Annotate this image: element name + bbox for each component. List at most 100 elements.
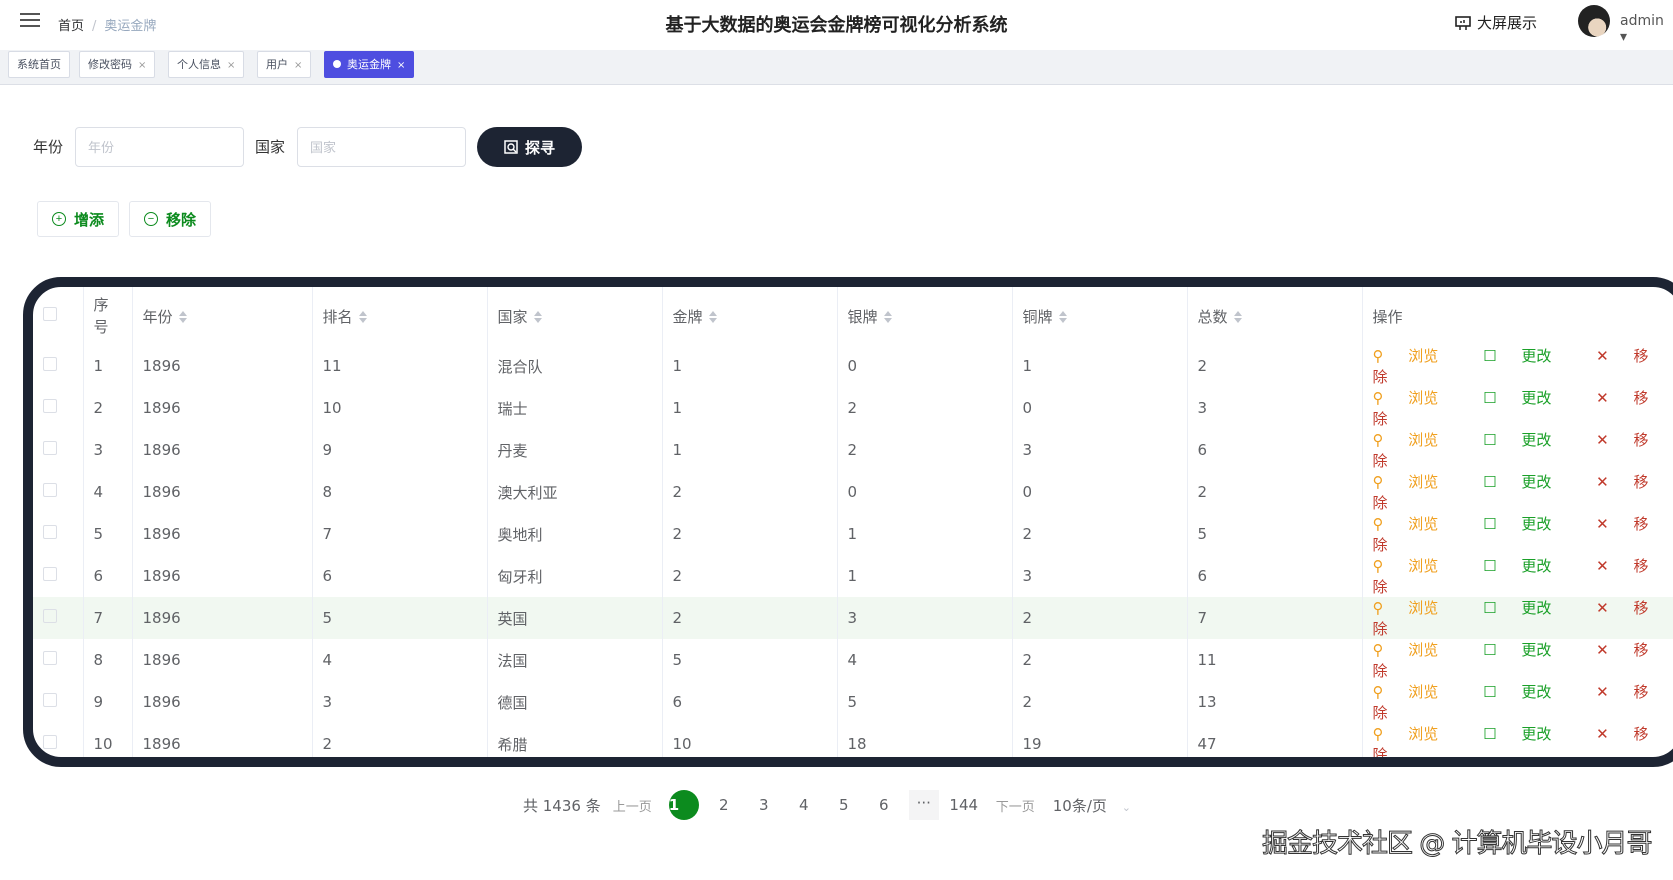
page-size-select[interactable]: 10条/页 ⌄ xyxy=(1053,795,1131,816)
hamburger-menu-icon[interactable] xyxy=(20,13,40,29)
breadcrumb-current: 奥运金牌 xyxy=(104,19,157,34)
view-label: 浏览 xyxy=(1408,473,1439,491)
add-button[interactable]: + 增添 xyxy=(37,201,120,237)
edit-icon: ☐ xyxy=(1483,431,1497,449)
column-header[interactable]: 铜牌 xyxy=(1012,287,1188,345)
row-checkbox[interactable] xyxy=(33,597,84,639)
delete-button[interactable]: ✕ 移除 xyxy=(1373,557,1649,596)
delete-button[interactable]: ✕ 移除 xyxy=(1373,431,1649,470)
sort-icon[interactable] xyxy=(1058,311,1067,323)
delete-button[interactable]: ✕ 移除 xyxy=(1373,725,1649,757)
view-button[interactable]: ⚲ 浏览 xyxy=(1373,599,1459,617)
edit-button[interactable]: ☐ 更改 xyxy=(1483,389,1571,407)
delete-button[interactable]: ✕ 移除 xyxy=(1373,515,1649,554)
column-header[interactable]: 年份 xyxy=(132,287,313,345)
country-input[interactable] xyxy=(297,127,466,167)
view-button[interactable]: ⚲ 浏览 xyxy=(1373,473,1459,491)
row-checkbox[interactable] xyxy=(33,639,84,681)
column-header[interactable]: 国家 xyxy=(487,287,663,345)
page-1[interactable]: 1 xyxy=(668,790,699,820)
edit-button[interactable]: ☐ 更改 xyxy=(1483,557,1571,575)
page-3[interactable]: 3 xyxy=(758,796,769,814)
edit-label: 更改 xyxy=(1521,515,1552,533)
prev-page[interactable]: 上一页 xyxy=(612,799,652,815)
select-all-checkbox[interactable] xyxy=(33,287,84,345)
delete-button[interactable]: ✕ 移除 xyxy=(1373,683,1649,722)
page-6[interactable]: 6 xyxy=(878,796,889,814)
page-2[interactable]: 2 xyxy=(718,796,729,814)
page-last[interactable]: 144 xyxy=(949,796,979,814)
avatar[interactable] xyxy=(1578,5,1610,37)
row-checkbox[interactable] xyxy=(33,471,84,513)
edit-button[interactable]: ☐ 更改 xyxy=(1483,599,1571,617)
sort-icon[interactable] xyxy=(178,311,187,323)
close-icon: ✕ xyxy=(1596,725,1609,743)
delete-button[interactable]: ✕ 移除 xyxy=(1373,389,1649,428)
table-cell: 2 xyxy=(662,513,838,555)
tab-home[interactable]: 系统首页 xyxy=(8,51,70,78)
edit-button[interactable]: ☐ 更改 xyxy=(1483,515,1571,533)
delete-button[interactable]: ✕ 移除 xyxy=(1373,347,1649,386)
delete-button[interactable]: ✕ 移除 xyxy=(1373,641,1649,680)
column-header[interactable]: 排名 xyxy=(312,287,488,345)
table-cell: 11 xyxy=(1187,639,1363,681)
tab-change-password[interactable]: 修改密码 × xyxy=(79,51,156,78)
delete-button[interactable]: ✕ 移除 xyxy=(1373,473,1649,512)
edit-icon: ☐ xyxy=(1483,683,1497,701)
column-header[interactable]: 金牌 xyxy=(662,287,838,345)
presentation-icon xyxy=(1455,15,1471,30)
sort-icon[interactable] xyxy=(358,311,367,323)
edit-button[interactable]: ☐ 更改 xyxy=(1483,725,1571,743)
view-button[interactable]: ⚲ 浏览 xyxy=(1373,347,1459,365)
view-button[interactable]: ⚲ 浏览 xyxy=(1373,557,1459,575)
sort-icon[interactable] xyxy=(708,311,717,323)
year-input[interactable] xyxy=(75,127,244,167)
user-menu[interactable]: admin ▾ xyxy=(1620,13,1664,45)
view-button[interactable]: ⚲ 浏览 xyxy=(1373,389,1459,407)
edit-button[interactable]: ☐ 更改 xyxy=(1483,347,1571,365)
row-checkbox[interactable] xyxy=(33,345,84,387)
view-button[interactable]: ⚲ 浏览 xyxy=(1373,683,1459,701)
ellipsis-more[interactable]: ··· xyxy=(908,790,939,820)
plus-circle-icon: + xyxy=(52,212,66,226)
row-checkbox[interactable] xyxy=(33,681,84,723)
tab-olympic-gold[interactable]: 奥运金牌 × xyxy=(324,51,415,78)
active-dot-icon xyxy=(333,60,341,68)
sort-icon[interactable] xyxy=(1233,311,1242,323)
delete-button[interactable]: ✕ 移除 xyxy=(1373,599,1649,638)
next-page[interactable]: 下一页 xyxy=(995,799,1035,815)
column-header[interactable]: 银牌 xyxy=(837,287,1013,345)
row-checkbox[interactable] xyxy=(33,723,84,757)
search-button[interactable]: 探寻 xyxy=(477,127,582,167)
close-icon[interactable]: × xyxy=(227,60,236,71)
tab-users[interactable]: 用户 × xyxy=(257,51,312,78)
close-icon: ✕ xyxy=(1596,599,1609,617)
close-icon[interactable]: × xyxy=(294,60,303,71)
tab-profile[interactable]: 个人信息 × xyxy=(168,51,245,78)
table-cell: 2 xyxy=(662,597,838,639)
column-header[interactable]: 总数 xyxy=(1187,287,1363,345)
row-checkbox[interactable] xyxy=(33,429,84,471)
edit-button[interactable]: ☐ 更改 xyxy=(1483,473,1571,491)
close-icon[interactable]: × xyxy=(397,60,406,71)
breadcrumb-home[interactable]: 首页 xyxy=(58,19,85,34)
page-4[interactable]: 4 xyxy=(798,796,809,814)
row-checkbox[interactable] xyxy=(33,387,84,429)
page-5[interactable]: 5 xyxy=(838,796,849,814)
row-checkbox[interactable] xyxy=(33,555,84,597)
delete-label: 移除 xyxy=(1372,347,1649,386)
view-button[interactable]: ⚲ 浏览 xyxy=(1373,431,1459,449)
view-button[interactable]: ⚲ 浏览 xyxy=(1373,515,1459,533)
row-checkbox[interactable] xyxy=(33,513,84,555)
sort-icon[interactable] xyxy=(533,311,542,323)
edit-button[interactable]: ☐ 更改 xyxy=(1483,683,1571,701)
edit-button[interactable]: ☐ 更改 xyxy=(1483,641,1571,659)
sort-icon[interactable] xyxy=(883,311,892,323)
tab-bar: 系统首页 修改密码 × 个人信息 × 用户 × 奥运金牌 × xyxy=(0,50,1673,85)
view-button[interactable]: ⚲ 浏览 xyxy=(1373,725,1459,743)
remove-button[interactable]: − 移除 xyxy=(129,201,212,237)
close-icon[interactable]: × xyxy=(138,60,147,71)
view-button[interactable]: ⚲ 浏览 xyxy=(1373,641,1459,659)
edit-button[interactable]: ☐ 更改 xyxy=(1483,431,1571,449)
bigscreen-button[interactable]: 大屏展示 xyxy=(1455,12,1537,33)
